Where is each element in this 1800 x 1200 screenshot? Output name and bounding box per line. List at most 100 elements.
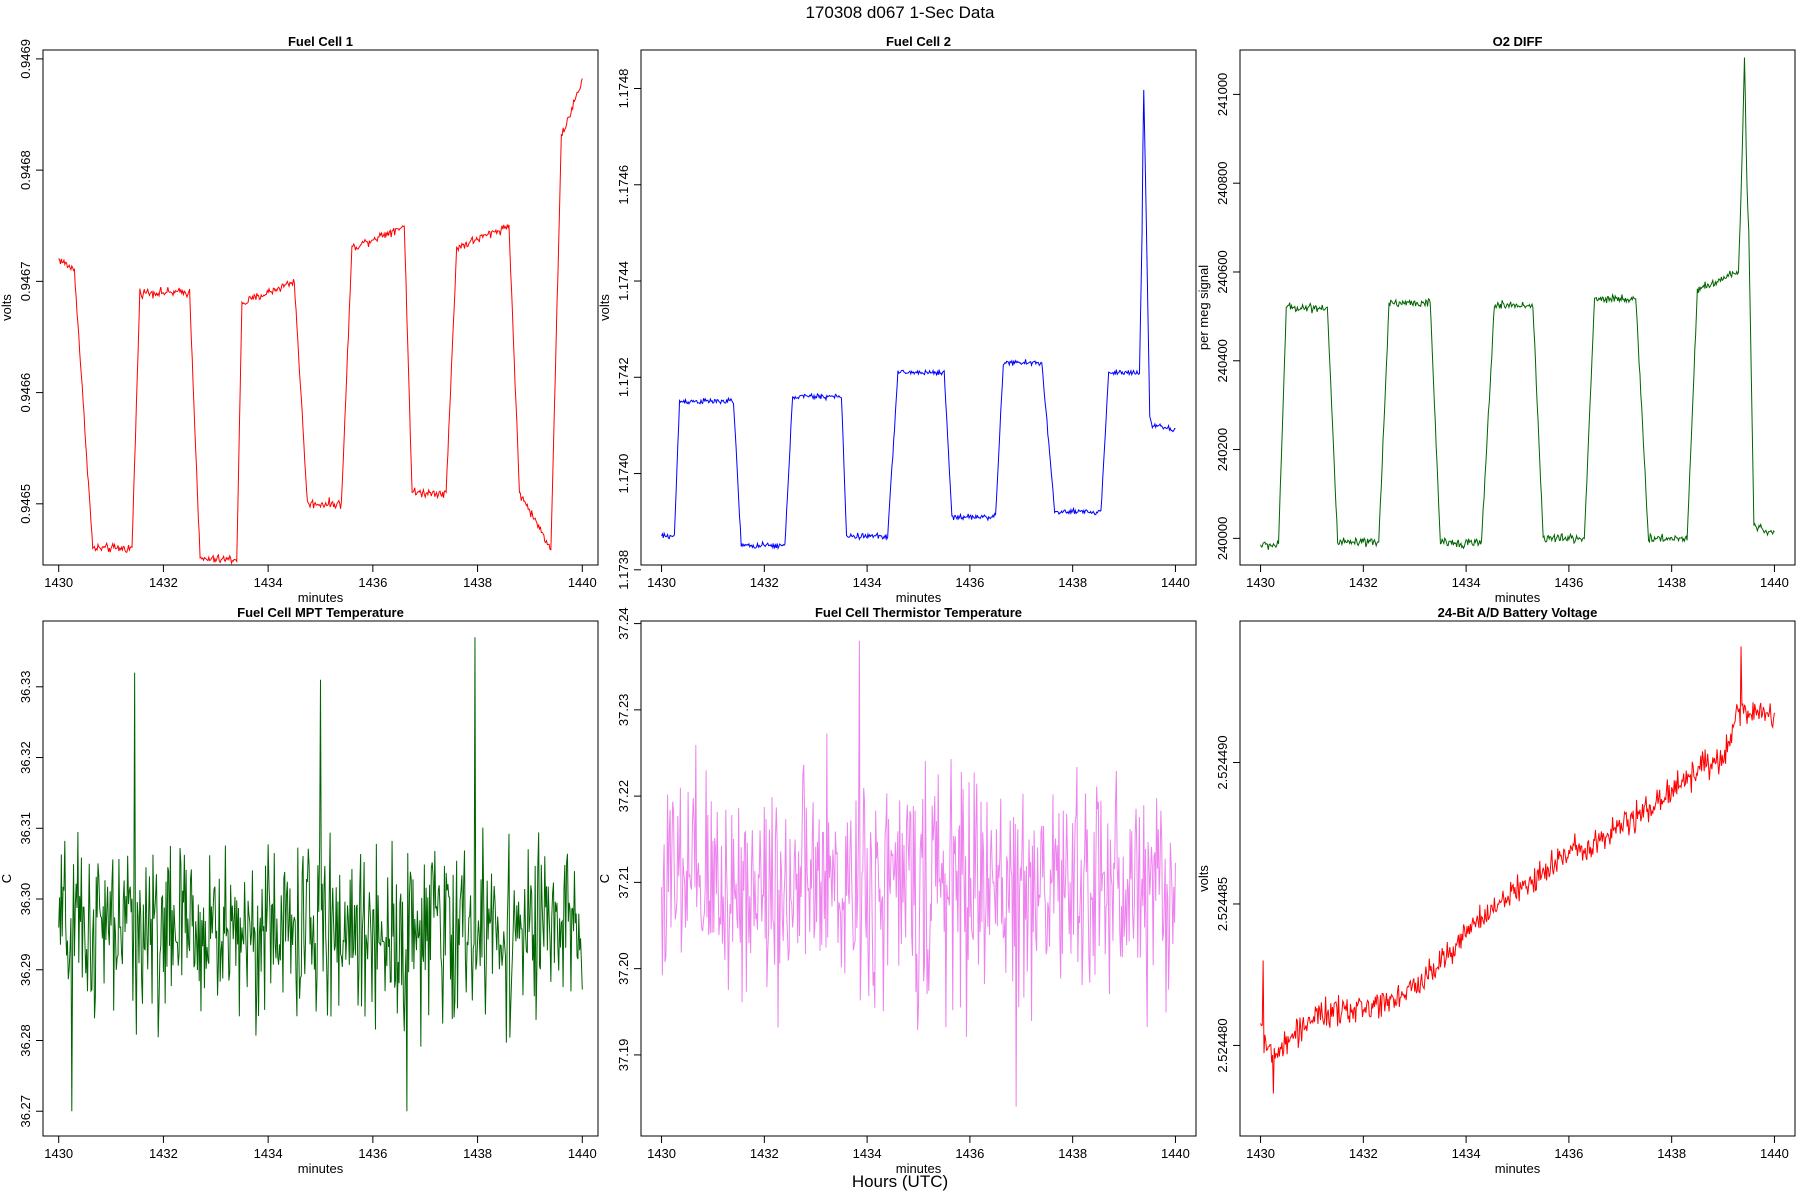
x-tick-label: 1432 — [149, 575, 178, 590]
panel-4: Fuel Cell MPT Temperature 1430 1432 1434 143… — [0, 605, 599, 1176]
x-tick-label: 1430 — [44, 575, 73, 590]
plot-frame — [640, 620, 1197, 1137]
x-tick-label: 1438 — [1657, 1146, 1686, 1161]
x-tick-label: 1432 — [750, 1146, 779, 1161]
y-tick-label: 0.9468 — [18, 150, 33, 190]
x-tick-label: 1434 — [853, 1146, 882, 1161]
x-tick-label: 1436 — [358, 575, 387, 590]
panel-title: Fuel Cell Thermistor Temperature — [815, 605, 1022, 620]
series-line — [661, 89, 1176, 551]
x-tick-label: 1436 — [955, 575, 984, 590]
x-tick-label: 1430 — [44, 1146, 73, 1161]
x-axis-label: minutes — [896, 590, 942, 605]
y-tick-label: 36.28 — [18, 1024, 33, 1057]
y-tick-label: 36.31 — [18, 812, 33, 845]
plot-frame — [640, 49, 1197, 566]
y-tick-label: 0.9467 — [18, 261, 33, 301]
x-axis-label: minutes — [298, 1161, 344, 1176]
y-tick-label: 37.19 — [616, 1039, 631, 1072]
series-line — [1260, 646, 1775, 1094]
series-line — [58, 78, 583, 566]
x-tick-label: 1436 — [1554, 1146, 1583, 1161]
y-tick-label: 0.9469 — [18, 39, 33, 79]
x-tick-label: 1432 — [750, 575, 779, 590]
panel-6: 24-Bit A/D Battery Voltage 1430 1432 1434 14… — [1196, 605, 1796, 1176]
y-tick-label: 37.24 — [616, 607, 631, 640]
y-tick-label: 2.524490 — [1215, 735, 1230, 789]
x-tick-label: 1434 — [254, 575, 283, 590]
y-tick-label: 36.32 — [18, 741, 33, 774]
panels: Fuel Cell 1 1430 1432 1434 1436 1438 1440 minut… — [0, 34, 1796, 1176]
y-axis-label: volts — [597, 294, 612, 321]
panel-1: Fuel Cell 1 1430 1432 1434 1436 1438 1440 minut… — [0, 34, 599, 605]
x-tick-label: 1440 — [568, 575, 597, 590]
y-tick-label: 0.9465 — [18, 484, 33, 524]
y-tick-label: 36.29 — [18, 953, 33, 986]
figure-title: 170308 d067 1-Sec Data — [805, 3, 995, 22]
x-tick-label: 1438 — [463, 1146, 492, 1161]
plot-frame — [1239, 49, 1796, 566]
x-tick-label: 1436 — [358, 1146, 387, 1161]
x-tick-label: 1440 — [568, 1146, 597, 1161]
y-tick-label: 37.21 — [616, 866, 631, 899]
panel-title: O2 DIFF — [1493, 34, 1543, 49]
panel-title: Fuel Cell 2 — [886, 34, 951, 49]
y-tick-label: 37.23 — [616, 694, 631, 727]
x-tick-label: 1440 — [1161, 575, 1190, 590]
x-tick-label: 1432 — [1349, 1146, 1378, 1161]
x-tick-label: 1430 — [1246, 575, 1275, 590]
x-tick-label: 1438 — [1058, 575, 1087, 590]
x-axis-label: minutes — [1495, 1161, 1541, 1176]
x-tick-label: 1430 — [647, 575, 676, 590]
figure-xlabel: Hours (UTC) — [852, 1172, 948, 1191]
x-tick-label: 1436 — [1554, 575, 1583, 590]
y-tick-label: 1.1740 — [616, 454, 631, 494]
y-axis-label: volts — [1196, 865, 1211, 892]
y-tick-label: 240000 — [1215, 517, 1230, 560]
y-tick-label: 37.22 — [616, 780, 631, 813]
x-tick-label: 1430 — [1246, 1146, 1275, 1161]
x-axis-label: minutes — [298, 590, 344, 605]
y-tick-label: 2.524480 — [1215, 1018, 1230, 1072]
plot-frame — [42, 49, 599, 566]
x-tick-label: 1440 — [1760, 1146, 1789, 1161]
x-tick-label: 1440 — [1760, 575, 1789, 590]
y-tick-label: 1.1746 — [616, 165, 631, 205]
x-axis-label: minutes — [896, 1161, 942, 1176]
x-tick-label: 1434 — [254, 1146, 283, 1161]
y-tick-label: 36.27 — [18, 1095, 33, 1128]
y-tick-label: 240600 — [1215, 250, 1230, 293]
x-tick-label: 1436 — [955, 1146, 984, 1161]
x-tick-label: 1432 — [1349, 575, 1378, 590]
panel-title: 24-Bit A/D Battery Voltage — [1438, 605, 1598, 620]
y-tick-label: 2.524485 — [1215, 877, 1230, 931]
y-tick-label: 1.1744 — [616, 261, 631, 301]
y-tick-label: 0.9466 — [18, 373, 33, 413]
y-tick-label: 240400 — [1215, 339, 1230, 382]
x-tick-label: 1434 — [1452, 575, 1481, 590]
x-tick-label: 1438 — [463, 575, 492, 590]
x-tick-label: 1434 — [853, 575, 882, 590]
panel-title: Fuel Cell 1 — [288, 34, 353, 49]
panel-5: Fuel Cell Thermistor Temperature 1430 1432… — [597, 605, 1197, 1176]
y-axis-label: C — [0, 874, 14, 883]
panel-2: Fuel Cell 2 1430 1432 1434 1436 1438 1440 minut… — [597, 34, 1197, 605]
y-axis-label: volts — [0, 294, 14, 321]
y-axis-label: C — [597, 874, 612, 883]
y-axis-label: per meg signal — [1196, 265, 1211, 350]
panel-title: Fuel Cell MPT Temperature — [237, 605, 404, 620]
y-tick-label: 1.1748 — [616, 69, 631, 109]
plot-frame — [1239, 620, 1796, 1137]
y-tick-label: 240800 — [1215, 161, 1230, 204]
x-tick-label: 1440 — [1161, 1146, 1190, 1161]
series-line — [58, 637, 583, 1112]
x-tick-label: 1438 — [1657, 575, 1686, 590]
y-tick-label: 37.20 — [616, 952, 631, 985]
y-tick-label: 36.33 — [18, 671, 33, 704]
y-tick-label: 1.1738 — [616, 550, 631, 590]
x-tick-label: 1434 — [1452, 1146, 1481, 1161]
y-tick-label: 241000 — [1215, 73, 1230, 116]
series-line — [1260, 57, 1775, 550]
x-tick-label: 1432 — [149, 1146, 178, 1161]
